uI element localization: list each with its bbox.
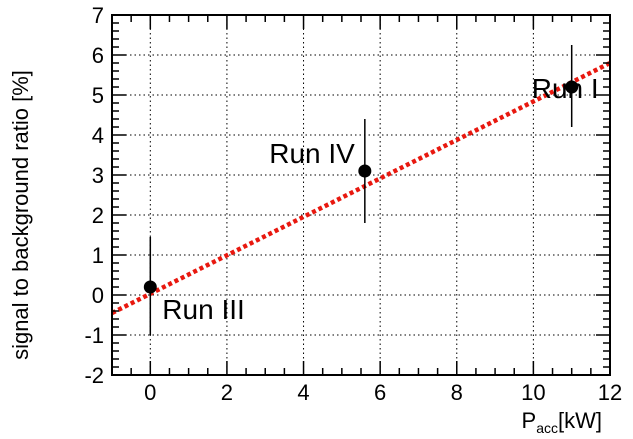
data-point	[143, 280, 157, 294]
y-tick-label: 6	[92, 43, 104, 68]
run-label: Run I	[532, 73, 599, 104]
data-points: Run III Run IV Run I	[143, 45, 599, 335]
fit-line-group	[110, 60, 612, 316]
y-tick-label: 0	[92, 283, 104, 308]
y-tick-label: 7	[92, 3, 104, 28]
y-tick-label: -1	[84, 323, 104, 348]
y-axis-label: signal to background ratio [%]	[8, 70, 33, 360]
x-axis-label: Pacc[kW]	[522, 408, 602, 436]
x-tick-label: 10	[521, 380, 545, 405]
x-tick-label: 12	[598, 380, 622, 405]
y-tick-label: 1	[92, 243, 104, 268]
x-tick-label: 0	[144, 380, 156, 405]
y-tick-label: 4	[92, 123, 104, 148]
y-tick-label: -2	[84, 363, 104, 388]
y-tick-label: 3	[92, 163, 104, 188]
axis-ticks	[111, 14, 611, 376]
x-tick-label: 8	[451, 380, 463, 405]
data-point	[565, 80, 579, 94]
x-tick-label: 4	[297, 380, 309, 405]
run-label: Run III	[162, 294, 244, 325]
run-label: Run IV	[269, 138, 355, 169]
y-tick-label: 5	[92, 83, 104, 108]
y-tick-label: 2	[92, 203, 104, 228]
x-axis-label-main: P	[522, 408, 537, 433]
x-tick-label: 6	[374, 380, 386, 405]
data-point	[358, 164, 372, 178]
fit-line	[110, 60, 612, 316]
x-tick-label: 2	[221, 380, 233, 405]
x-axis-label-unit: [kW]	[558, 408, 602, 433]
x-axis-label-sub: acc	[536, 420, 558, 436]
